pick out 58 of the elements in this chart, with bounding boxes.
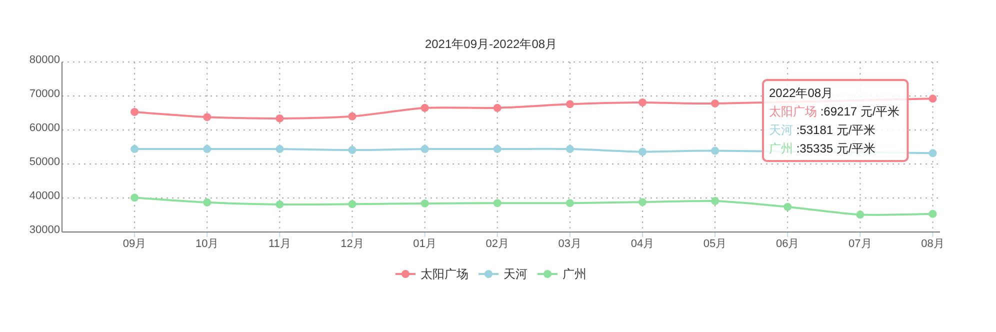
point xyxy=(420,104,429,112)
point xyxy=(928,149,937,158)
annotation: 太阳广场 :69217 元/平米 xyxy=(769,104,900,118)
point xyxy=(711,146,720,155)
point xyxy=(276,145,284,154)
point xyxy=(130,194,139,202)
point xyxy=(130,108,139,116)
y-tick-label: 30000 xyxy=(29,224,60,236)
x-tick-label: 07月 xyxy=(848,238,872,250)
point xyxy=(276,114,284,122)
x-tick-label: 04月 xyxy=(630,238,654,250)
point xyxy=(638,198,646,206)
annotation: 天河 :53181 元/平米 xyxy=(769,123,876,137)
point xyxy=(203,113,212,122)
point xyxy=(276,200,284,208)
legend-label: 天河 xyxy=(504,267,528,281)
point xyxy=(856,210,864,219)
annotation: 广州 :35335 元/平米 xyxy=(769,142,876,156)
y-tick-label: 80000 xyxy=(29,54,60,66)
point xyxy=(566,199,574,208)
point xyxy=(711,197,720,206)
x-tick-label: 08月 xyxy=(921,238,944,250)
point xyxy=(348,200,356,208)
point xyxy=(130,145,139,154)
point xyxy=(566,100,574,108)
point xyxy=(203,145,212,154)
point xyxy=(784,202,792,211)
x-tick-label: 03月 xyxy=(558,238,582,250)
point xyxy=(638,98,646,106)
point xyxy=(348,112,356,120)
x-tick-label: 06月 xyxy=(776,238,800,250)
x-tick-label: 10月 xyxy=(196,238,219,250)
point xyxy=(493,145,502,154)
x-tick-label: 11月 xyxy=(268,238,291,250)
annotation: 2022年08月 xyxy=(769,86,834,100)
legend-label: 太阳广场 xyxy=(420,267,468,281)
point xyxy=(348,146,356,154)
point xyxy=(711,99,720,108)
y-tick-label: 60000 xyxy=(29,122,60,134)
x-tick-label: 01月 xyxy=(413,238,436,250)
legend-label: 广州 xyxy=(562,267,586,281)
x-tick-label: 05月 xyxy=(703,238,727,250)
point xyxy=(493,199,502,208)
point xyxy=(203,198,212,206)
y-tick-label: 70000 xyxy=(29,88,60,100)
point xyxy=(493,104,502,112)
x-tick-label: 12月 xyxy=(340,238,364,250)
chart-title: 2021年09月-2022年08月 xyxy=(424,37,558,51)
x-tick-label: 02月 xyxy=(486,238,509,250)
point xyxy=(928,210,937,218)
x-tick-label: 09月 xyxy=(122,238,146,250)
point xyxy=(638,148,646,156)
point xyxy=(566,145,574,154)
point xyxy=(420,145,429,154)
point xyxy=(928,94,937,103)
point xyxy=(420,199,429,208)
y-tick-label: 50000 xyxy=(29,156,60,168)
y-tick-label: 40000 xyxy=(29,190,60,202)
